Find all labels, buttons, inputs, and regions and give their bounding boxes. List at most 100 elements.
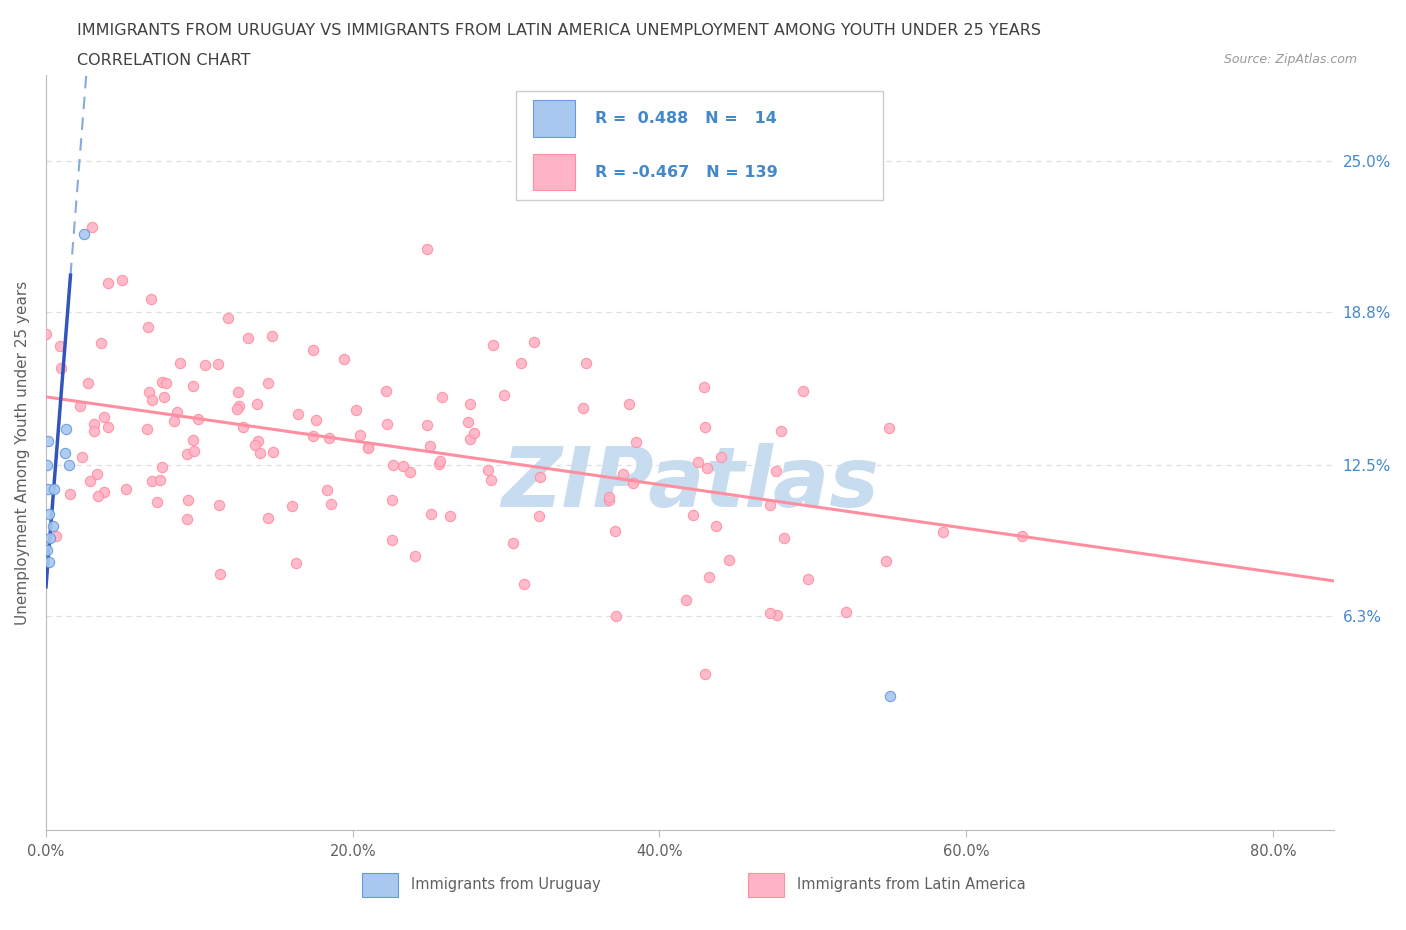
Point <box>135 421 157 436</box>
Text: Immigrants from Latin America: Immigrants from Latin America <box>797 877 1026 892</box>
Point <box>39 531 62 546</box>
Point <box>693 379 716 394</box>
Point <box>704 519 727 534</box>
Point <box>76 376 98 391</box>
Point <box>682 507 704 522</box>
Point <box>82 219 104 234</box>
Point <box>232 419 254 434</box>
Point <box>477 463 499 478</box>
Point <box>97 275 120 290</box>
Point <box>686 454 709 469</box>
Point <box>392 458 415 473</box>
Point <box>93 485 115 499</box>
Point <box>257 375 280 390</box>
Point <box>152 390 174 405</box>
Point <box>163 413 186 428</box>
Point <box>598 489 620 504</box>
Bar <box>748 872 785 897</box>
Point <box>207 356 229 371</box>
Point <box>301 343 323 358</box>
Point <box>772 530 794 545</box>
Point <box>718 552 741 567</box>
Point <box>257 511 280 525</box>
Point <box>209 566 232 581</box>
Point <box>349 428 371 443</box>
Point <box>150 459 173 474</box>
Point <box>381 458 404 472</box>
Point <box>835 604 858 619</box>
Point <box>49 339 72 353</box>
Point <box>55 421 77 436</box>
Point <box>226 384 249 399</box>
Point <box>86 488 108 503</box>
Point <box>344 403 367 418</box>
Text: IMMIGRANTS FROM URUGUAY VS IMMIGRANTS FROM LATIN AMERICA UNEMPLOYMENT AMONG YOUT: IMMIGRANTS FROM URUGUAY VS IMMIGRANTS FR… <box>77 23 1042 38</box>
Point <box>83 423 105 438</box>
Point <box>695 666 717 681</box>
Point <box>169 356 191 371</box>
Point <box>381 492 404 507</box>
Point <box>758 605 780 620</box>
Point <box>226 402 249 417</box>
Point <box>419 439 441 454</box>
Point <box>429 454 451 469</box>
Point <box>479 472 502 487</box>
Point <box>529 470 551 485</box>
Point <box>333 352 356 366</box>
Point <box>246 397 269 412</box>
Point <box>1011 528 1033 543</box>
Point <box>619 397 641 412</box>
Point <box>217 311 239 325</box>
Point <box>301 428 323 443</box>
Point <box>463 426 485 441</box>
Bar <box>361 872 398 897</box>
Point <box>439 509 461 524</box>
Point <box>285 556 308 571</box>
Point <box>321 496 343 511</box>
Point <box>176 446 198 461</box>
Point <box>44 528 66 543</box>
Point <box>696 461 718 476</box>
Point <box>427 457 450 472</box>
Point <box>93 409 115 424</box>
Point <box>69 399 91 414</box>
Text: R =  0.488   N =   14: R = 0.488 N = 14 <box>595 111 776 126</box>
FancyBboxPatch shape <box>516 90 883 200</box>
Point <box>90 336 112 351</box>
Point <box>375 417 398 432</box>
Point <box>245 438 267 453</box>
Point <box>86 466 108 481</box>
Point <box>249 445 271 460</box>
Point <box>482 338 505 352</box>
Point <box>792 384 814 399</box>
Bar <box>533 154 575 191</box>
Point <box>357 441 380 456</box>
Point <box>624 435 647 450</box>
Point <box>166 405 188 419</box>
Point <box>59 487 82 502</box>
Point <box>797 572 820 587</box>
Point <box>699 570 721 585</box>
Point <box>318 430 340 445</box>
Point <box>572 400 595 415</box>
Point <box>38 555 60 570</box>
Y-axis label: Unemployment Among Youth under 25 years: Unemployment Among Youth under 25 years <box>15 281 30 625</box>
Point <box>176 512 198 526</box>
Text: Immigrants from Uruguay: Immigrants from Uruguay <box>411 877 600 892</box>
Text: Source: ZipAtlas.com: Source: ZipAtlas.com <box>1223 53 1357 66</box>
Point <box>97 419 120 434</box>
Point <box>374 383 396 398</box>
Point <box>693 419 716 434</box>
Text: R = -0.467   N = 139: R = -0.467 N = 139 <box>595 165 778 179</box>
Text: CORRELATION CHART: CORRELATION CHART <box>77 53 250 68</box>
Bar <box>533 100 575 137</box>
Point <box>416 242 439 257</box>
Point <box>141 292 163 307</box>
Point <box>381 533 404 548</box>
Point <box>765 463 787 478</box>
Point <box>73 226 96 241</box>
Point <box>404 549 426 564</box>
Point <box>529 508 551 523</box>
Point <box>208 497 231 512</box>
Point <box>416 418 439 432</box>
